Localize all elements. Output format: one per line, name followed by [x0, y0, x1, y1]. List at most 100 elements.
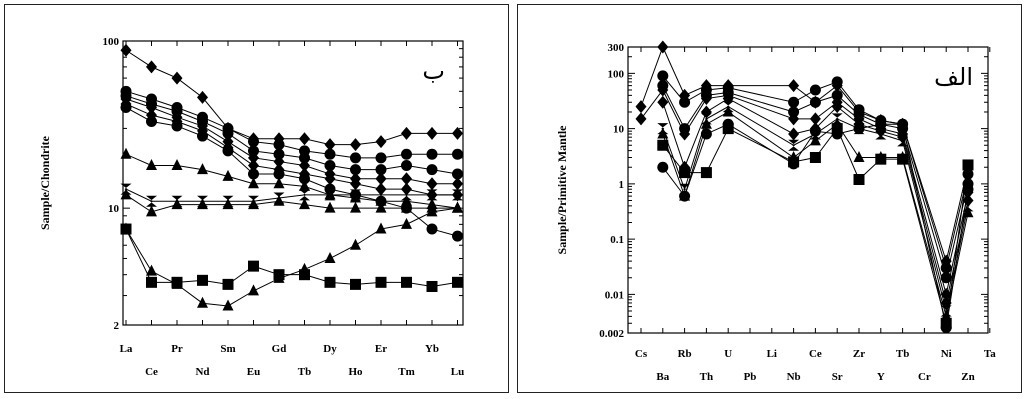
ree-chondrite-panel: 2 10 100 La Ce Pr Nd Sm Eu Gd Tb Dy Ho Er Tm Yb Lu Sample…	[4, 4, 509, 393]
x-category-label: Cs	[635, 348, 648, 360]
data-point-diamond	[273, 155, 285, 169]
data-point-triangle	[197, 296, 208, 308]
data-point-hourglass	[324, 189, 336, 201]
data-point-circle	[809, 96, 821, 108]
data-point-diamond	[350, 177, 361, 191]
data-point-triangle	[375, 222, 387, 234]
y-tick-label: 10	[108, 203, 120, 215]
data-point-circle	[788, 106, 800, 118]
data-point-diamond	[350, 138, 361, 152]
y-tick-label: 0.002	[599, 328, 624, 340]
data-point-circle	[940, 322, 952, 334]
data-point-circle	[452, 168, 463, 180]
data-point-diamond	[375, 135, 387, 149]
series-line	[125, 153, 458, 209]
y-tick-label: 0.01	[605, 289, 624, 301]
spider-primitive-mantle-panel: 0.002 0.01 0.1 1 10 100 300 Cs Ba Rb Th U Pb Li Nb Ce Sr…	[517, 4, 1022, 393]
x-category-label: Tb	[896, 348, 909, 360]
data-point-diamond	[401, 172, 412, 186]
data-point-circle	[248, 168, 259, 180]
data-point-triangle	[962, 206, 974, 218]
data-point-diamond	[248, 158, 259, 172]
data-point-diamond	[324, 172, 336, 186]
data-point-diamond	[831, 100, 843, 114]
data-point-diamond	[401, 182, 412, 196]
data-point-circle	[897, 118, 909, 130]
data-point-triangle	[146, 158, 157, 170]
x-category-label: Sr	[832, 371, 843, 383]
data-point-diamond	[401, 126, 412, 140]
data-point-square	[875, 153, 887, 165]
data-point-diamond	[788, 79, 800, 93]
x-category-label: Pr	[171, 343, 183, 355]
data-point-triangle	[299, 262, 310, 274]
data-point-circle	[299, 152, 310, 164]
data-point-circle	[426, 164, 438, 176]
data-point-diamond	[700, 92, 712, 106]
data-point-hourglass	[679, 183, 691, 195]
x-category-label: Cr	[918, 371, 931, 383]
data-point-triangle	[171, 158, 183, 170]
data-point-hourglass	[146, 195, 157, 207]
data-point-triangle	[197, 163, 208, 175]
data-point-diamond	[657, 95, 669, 109]
data-point-diamond	[679, 127, 691, 141]
data-point-diamond	[146, 60, 157, 74]
data-point-diamond	[299, 158, 310, 172]
data-point-circle	[197, 130, 208, 142]
data-point-circle	[324, 159, 336, 171]
data-point-circle	[120, 102, 132, 114]
x-category-label: Ba	[656, 371, 669, 383]
x-category-label: Dy	[323, 343, 337, 355]
y-tick-label: 300	[608, 42, 625, 54]
data-point-circle	[809, 84, 821, 96]
data-point-circle	[375, 152, 387, 164]
data-point-triangle	[171, 198, 183, 210]
series-9	[657, 118, 974, 334]
data-point-diamond	[299, 132, 310, 146]
x-category-label: Tb	[298, 366, 311, 378]
y-tick-label: 1	[619, 179, 625, 191]
data-point-circle	[700, 128, 712, 140]
data-point-triangle	[700, 117, 712, 129]
data-point-circle	[273, 139, 285, 151]
data-point-square	[375, 276, 387, 288]
data-point-circle	[222, 145, 234, 157]
data-point-triangle	[197, 198, 208, 210]
x-category-label: Lu	[451, 366, 464, 378]
data-point-triangle	[452, 201, 463, 213]
data-point-circle	[222, 127, 234, 139]
data-point-triangle	[222, 169, 234, 181]
data-point-circle	[657, 70, 669, 82]
data-point-triangle	[146, 205, 157, 217]
data-point-triangle	[324, 201, 336, 213]
data-point-triangle	[273, 271, 285, 283]
data-point-triangle	[401, 201, 412, 213]
data-point-triangle	[350, 238, 361, 250]
series-11	[120, 201, 463, 311]
data-point-circle	[401, 148, 412, 160]
data-point-diamond	[809, 112, 821, 126]
data-point-triangle	[248, 284, 259, 296]
data-point-circle	[788, 96, 800, 108]
data-point-circle	[452, 230, 463, 242]
data-point-circle	[426, 223, 438, 235]
data-point-square	[657, 139, 669, 151]
data-point-diamond	[375, 182, 387, 196]
data-point-circle	[299, 173, 310, 185]
x-category-label: Sm	[220, 343, 235, 355]
data-point-square	[299, 269, 310, 281]
data-point-triangle	[324, 251, 336, 263]
data-point-circle	[962, 168, 974, 180]
data-point-hourglass	[401, 189, 412, 201]
x-category-label: Nb	[787, 371, 801, 383]
data-point-diamond	[146, 101, 157, 115]
data-point-circle	[722, 118, 734, 130]
data-point-triangle	[120, 222, 132, 234]
series-line	[125, 194, 458, 213]
x-category-label: Er	[375, 343, 387, 355]
x-category-label: Ce	[145, 366, 158, 378]
data-point-circle	[324, 148, 336, 160]
series-3	[120, 90, 463, 180]
data-point-diamond	[635, 112, 647, 126]
